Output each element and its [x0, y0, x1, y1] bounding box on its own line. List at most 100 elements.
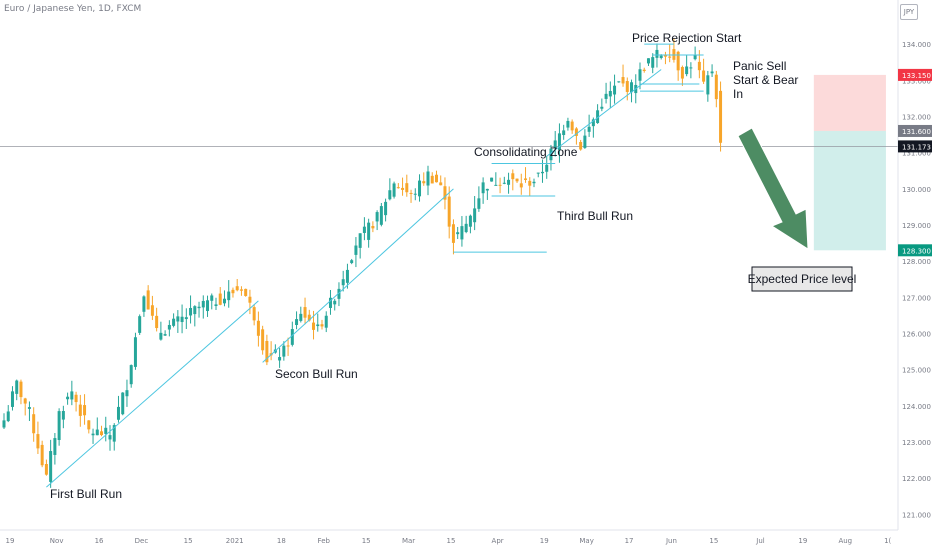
candle-body — [19, 381, 23, 398]
y-tick-label: 132.000 — [902, 113, 931, 121]
candle-body — [44, 464, 48, 475]
target-zone[interactable] — [813, 130, 886, 251]
candle-body — [642, 69, 646, 71]
annotation-panic: Start & Bear — [733, 73, 798, 87]
candle-body — [138, 316, 142, 333]
candle-body — [172, 318, 176, 326]
candle-body — [596, 110, 600, 124]
y-tick-label: 134.000 — [902, 41, 931, 49]
symbol-title: Euro / Japanese Yen, 1D, FXCM — [4, 4, 142, 14]
candle-body — [70, 391, 74, 400]
candle-body — [574, 128, 578, 136]
annotations: First Bull Run Secon Bull Run Consolidatin… — [50, 31, 856, 501]
candle-body — [396, 187, 400, 189]
candle-body — [312, 322, 316, 330]
x-tick-label: 19 — [6, 537, 15, 545]
candle-body — [121, 392, 125, 415]
candle-body — [689, 67, 693, 69]
price-label: 131.600 — [902, 128, 931, 136]
candle-body — [95, 429, 99, 436]
candle-body — [74, 394, 78, 403]
candle-body — [439, 182, 443, 186]
candle-body — [358, 233, 362, 248]
candle-body — [201, 300, 205, 308]
x-tick-label: 15 — [362, 537, 371, 545]
candle-body — [150, 305, 154, 316]
candle-body — [328, 297, 332, 308]
candle-body — [583, 135, 587, 148]
candle-body — [295, 319, 299, 325]
candle-body — [91, 433, 95, 436]
candle-body — [451, 224, 455, 243]
candle-body — [218, 293, 222, 305]
y-tick-label: 130.000 — [902, 186, 931, 194]
candle-body — [557, 133, 561, 151]
candle-body — [405, 183, 409, 193]
candle-body — [604, 93, 608, 99]
x-tick-label: Mar — [402, 537, 415, 545]
x-tick-label: 15 — [446, 537, 455, 545]
candle-body — [337, 288, 341, 299]
y-tick-label: 123.000 — [902, 439, 931, 447]
stop-zone[interactable] — [813, 74, 886, 131]
candle-body — [108, 435, 112, 440]
price-label: 131.173 — [902, 143, 931, 151]
candle-body — [155, 315, 159, 329]
candle-body — [78, 404, 82, 416]
down-arrow-icon — [737, 127, 809, 250]
candle-body — [193, 306, 197, 315]
candle-body — [519, 183, 523, 188]
candle-body — [693, 55, 697, 60]
candle-body — [104, 427, 108, 434]
candle-body — [371, 225, 375, 229]
y-tick-label: 124.000 — [902, 403, 931, 411]
trendline[interactable] — [262, 188, 454, 363]
x-tick-label: 18 — [277, 537, 286, 545]
candle-body — [299, 313, 303, 321]
candle-body — [227, 291, 231, 301]
y-tick-label: 129.000 — [902, 222, 931, 230]
x-tick-label: 16 — [95, 537, 104, 545]
candle-body — [23, 398, 27, 404]
candle-body — [210, 295, 214, 301]
candle-body — [10, 391, 14, 407]
candle-body — [159, 332, 163, 340]
candle-body — [613, 85, 617, 95]
candle-body — [409, 192, 413, 194]
candle-body — [146, 290, 150, 310]
y-tick-label: 127.000 — [902, 294, 931, 302]
candle-body — [167, 324, 171, 330]
candle-body — [460, 226, 464, 240]
candle-body — [494, 184, 498, 186]
candle-body — [663, 55, 667, 57]
candle-body — [239, 289, 243, 291]
candle-body — [307, 314, 311, 321]
candle-body — [655, 49, 659, 58]
price-label-bg — [898, 244, 932, 257]
trendline[interactable] — [46, 300, 259, 488]
candle-body — [646, 58, 650, 64]
x-tick-label: Aug — [838, 537, 852, 545]
candle-body — [481, 182, 485, 194]
candle-body — [630, 82, 634, 93]
x-tick-label: Jun — [665, 537, 677, 545]
trendline[interactable] — [546, 69, 662, 157]
candle-body — [587, 126, 591, 132]
candle-body — [341, 279, 345, 286]
x-tick-label: 19 — [540, 537, 549, 545]
trendlines — [46, 43, 704, 488]
candle-body — [282, 345, 286, 357]
x-tick-label: Apr — [492, 537, 504, 545]
currency-badge[interactable]: JPY — [900, 4, 918, 20]
callout-box[interactable] — [751, 266, 853, 292]
candle-body — [680, 67, 684, 79]
candle-body — [231, 289, 235, 294]
candle-body — [265, 340, 269, 363]
annotation-consolidating: Consolidating Zone — [474, 145, 578, 159]
candle-body — [621, 77, 625, 84]
candle-body — [426, 171, 430, 186]
candle-body — [719, 90, 723, 143]
candle-body — [477, 198, 481, 209]
